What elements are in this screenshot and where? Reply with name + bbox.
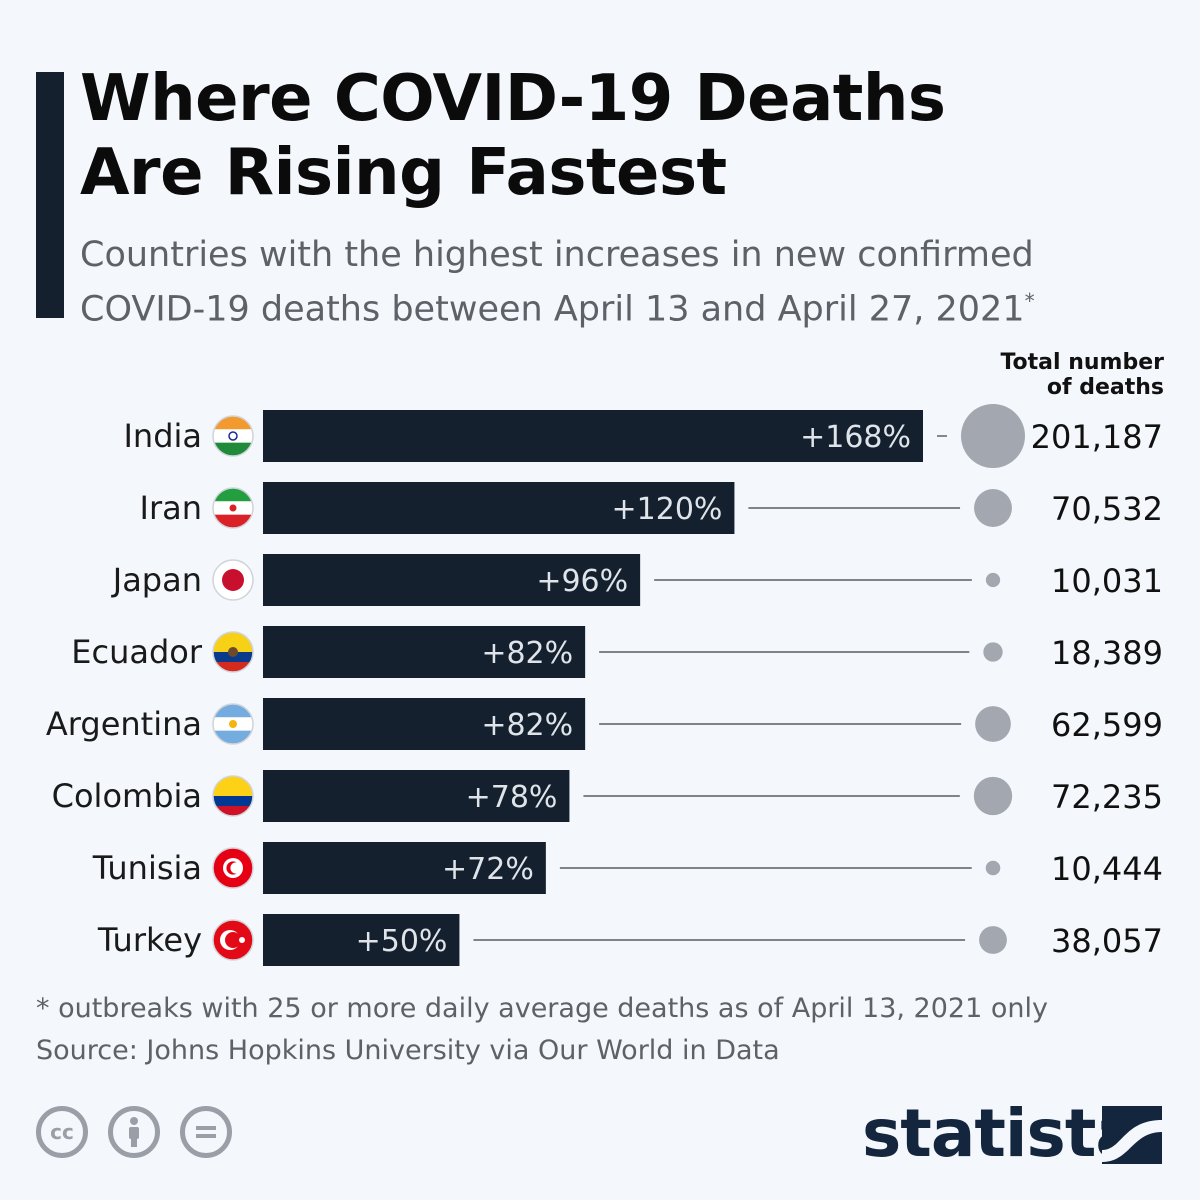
total-deaths-label: 70,532 [1051,490,1163,528]
colombia-flag-icon [212,775,254,817]
bar [263,770,570,822]
total-deaths-label: 10,031 [1051,562,1163,600]
argentina-flag-icon [212,703,254,745]
bar [263,554,641,606]
bar-chart: India +168% 201,187 Iran +120% 70,532 Japan +96… [46,404,1163,966]
category-label: Ecuador [71,633,203,671]
subtitle-text: Countries with the highest increases in … [80,235,1034,330]
total-deaths-label: 38,057 [1051,922,1163,960]
bar-value-label: +120% [612,492,723,527]
footnote: * outbreaks with 25 or more daily averag… [36,988,1048,1072]
footnote-source: Source: Johns Hopkins University via Our… [36,1035,780,1066]
subtitle-asterisk: * [1024,289,1035,313]
bar [263,698,586,750]
bar-value-label: +78% [466,780,558,815]
category-label: Iran [140,489,202,527]
bar [263,842,546,894]
india-flag-icon [212,415,254,457]
category-label: Argentina [46,705,202,743]
total-deaths-label: 10,444 [1051,850,1163,888]
category-label: India [123,417,202,455]
category-label: Tunisia [92,849,202,887]
total-deaths-bubble [973,776,1013,816]
ecuador-flag-icon [212,631,254,673]
bar-value-label: +96% [536,564,628,599]
statista-logo-icon[interactable] [1102,1106,1162,1164]
total-deaths-bubble [979,926,1007,954]
bar-value-label: +50% [356,924,448,959]
title-accent-bar [36,72,64,318]
no-derivatives-icon [180,1106,232,1158]
total-deaths-bubble [961,404,1025,468]
category-label: Japan [111,561,202,599]
page-subtitle: Countries with the highest increases in … [80,232,1170,333]
total-deaths-label: 72,235 [1051,778,1163,816]
iran-flag-icon [212,487,254,529]
attribution-icon [108,1106,160,1158]
total-deaths-label: 201,187 [1031,418,1163,456]
total-deaths-label: 18,389 [1051,634,1163,672]
bar-value-label: +168% [800,420,911,455]
total-deaths-bubble [985,860,1001,876]
bar [263,914,460,966]
bar [263,410,923,462]
total-deaths-label: 62,599 [1051,706,1163,744]
bar [263,626,586,678]
turkey-flag-icon [212,919,254,961]
bar-value-label: +72% [442,852,534,887]
japan-flag-icon [212,559,254,601]
category-label: Colombia [52,777,202,815]
footnote-note: * outbreaks with 25 or more daily averag… [36,993,1048,1024]
total-deaths-bubble [975,706,1011,742]
total-deaths-bubble [985,572,1001,588]
page-title: Where COVID-19 Deaths Are Rising Fastest [80,62,946,210]
total-deaths-bubble [974,489,1012,527]
tunisia-flag-icon [212,847,254,889]
statista-logo-text[interactable]: statista [862,1095,1140,1172]
creative-commons-icon: cc [36,1106,88,1158]
total-deaths-header: Total number of deaths [1000,350,1164,400]
bar-value-label: +82% [481,636,573,671]
bar-value-label: +82% [481,708,573,743]
total-deaths-bubble [983,642,1003,662]
bar [263,482,735,534]
category-label: Turkey [97,921,202,959]
